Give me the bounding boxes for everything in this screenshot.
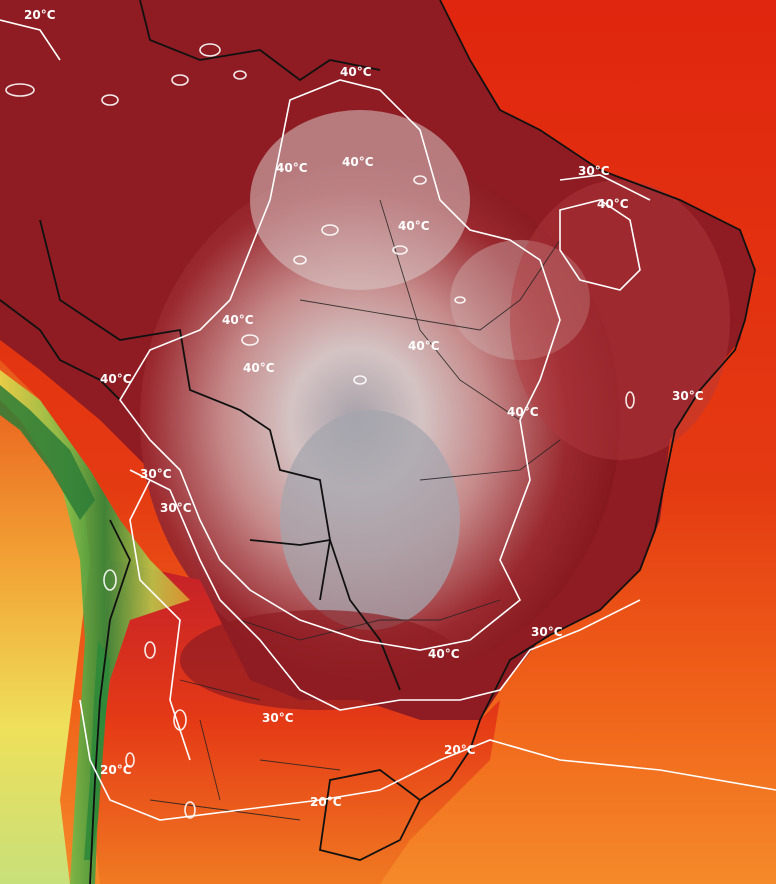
label-40c-west: 40°C xyxy=(100,372,132,386)
isotherm-30c-north xyxy=(559,174,651,201)
label-40c-mid-west: 40°C xyxy=(222,313,254,327)
isotherm-20c xyxy=(79,699,776,821)
isotherm-blobs xyxy=(5,43,635,819)
border-bolivia-brazil xyxy=(39,219,331,601)
south-brazil-heat xyxy=(180,610,460,710)
label-30c-southeast: 30°C xyxy=(531,625,563,639)
border-peru xyxy=(0,299,121,401)
grey-peak-zone xyxy=(280,410,460,630)
border-northern xyxy=(139,0,381,82)
label-30c-northeast: 30°C xyxy=(578,164,610,178)
label-40c-north: 40°C xyxy=(340,65,372,79)
isotherm-20c-nw xyxy=(0,19,61,61)
isotherm-40c-east xyxy=(559,199,641,291)
label-20c-andes: 20°C xyxy=(100,763,132,777)
brazil-coastline xyxy=(419,0,756,801)
label-40c-mid-center: 40°C xyxy=(408,339,440,353)
label-30c-bolivia: 30°C xyxy=(140,467,172,481)
label-40c-east: 40°C xyxy=(507,405,539,419)
isotherm-40c xyxy=(119,79,561,651)
isotherm-30c xyxy=(129,469,641,711)
border-uruguay xyxy=(318,769,422,861)
state-borders xyxy=(149,199,561,821)
label-20c-northwest: 20°C xyxy=(24,8,56,22)
label-30c-bolivia-south: 30°C xyxy=(160,501,192,515)
label-40c-mid: 40°C xyxy=(243,361,275,375)
northeast-heat xyxy=(510,180,730,460)
border-argentina-chile xyxy=(89,519,131,884)
label-40c-northeast: 40°C xyxy=(597,197,629,211)
label-30c-east-coast: 30°C xyxy=(672,389,704,403)
pale-zone-north xyxy=(250,110,470,290)
label-40c-north-center: 40°C xyxy=(342,155,374,169)
label-30c-south: 30°C xyxy=(262,711,294,725)
border-paraguay xyxy=(249,538,401,691)
isotherm-30c-andes xyxy=(129,479,191,761)
andes-cool-band xyxy=(0,370,190,884)
label-40c-northwest: 40°C xyxy=(276,161,308,175)
label-40c-center: 40°C xyxy=(398,219,430,233)
label-40c-south: 40°C xyxy=(428,647,460,661)
label-20c-south: 20°C xyxy=(310,795,342,809)
andes-dark-green xyxy=(0,385,95,520)
label-20c-atlantic: 20°C xyxy=(444,743,476,757)
